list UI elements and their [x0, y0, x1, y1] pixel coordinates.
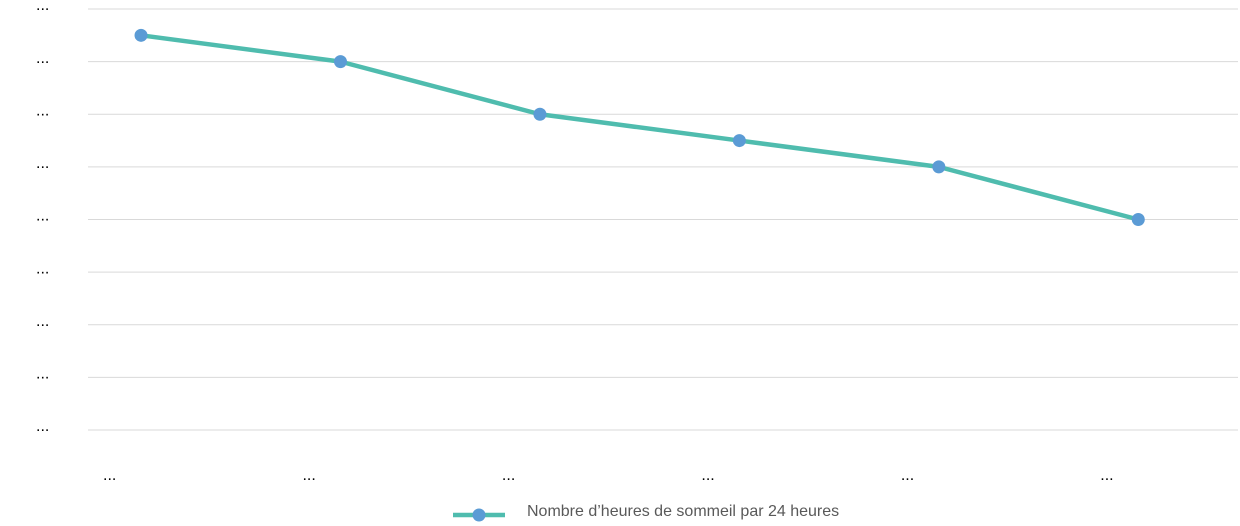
- x-tick-label: ...: [302, 467, 315, 484]
- y-tick-label: ...: [36, 366, 49, 383]
- x-tick-label: ...: [1100, 467, 1113, 484]
- y-tick-label: ...: [36, 260, 49, 277]
- x-tick-label: ...: [103, 467, 116, 484]
- x-tick-label: ...: [502, 467, 515, 484]
- point: [1131, 213, 1145, 226]
- y-tick-label: ...: [36, 418, 49, 435]
- point: [732, 134, 746, 148]
- point: [932, 160, 946, 174]
- x-tick-label: ...: [901, 467, 914, 484]
- point: [134, 28, 148, 42]
- point: [333, 55, 347, 69]
- y-tick-label: ...: [36, 0, 49, 14]
- legend-marker: [472, 508, 486, 522]
- y-tick-label: ...: [36, 102, 49, 119]
- y-tick-label: ...: [36, 313, 49, 330]
- point: [533, 107, 547, 121]
- legend-label: Nombre d’heures de sommeil par 24 heures: [527, 503, 839, 520]
- x-tick-label: ...: [701, 467, 714, 484]
- series-line: [140, 33, 1139, 222]
- y-tick-label: ...: [36, 155, 49, 172]
- y-tick-label: ...: [36, 50, 49, 67]
- y-tick-label: ...: [36, 208, 49, 225]
